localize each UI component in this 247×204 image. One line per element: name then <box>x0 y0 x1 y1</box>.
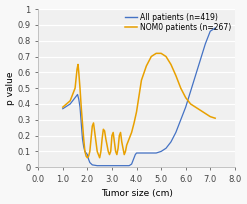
Legend: All patients (n=419), NOM0 patients (n=267): All patients (n=419), NOM0 patients (n=2… <box>122 10 234 35</box>
Y-axis label: p value: p value <box>5 71 15 105</box>
X-axis label: Tumor size (cm): Tumor size (cm) <box>101 190 172 198</box>
